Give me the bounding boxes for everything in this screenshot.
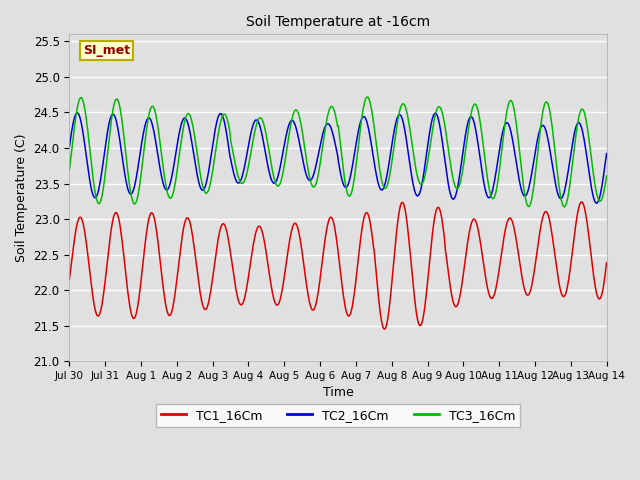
TC3_16Cm: [131, 201, 138, 207]
TC2_16Cm: [603, 151, 611, 156]
Title: Soil Temperature at -16cm: Soil Temperature at -16cm: [246, 15, 430, 29]
TC2_16Cm: [65, 144, 73, 150]
TC3_16Cm: [560, 204, 568, 210]
TC1_16Cm: [131, 315, 138, 321]
TC1_16Cm: [381, 326, 388, 332]
TC1_16Cm: [76, 215, 83, 221]
TC3_16Cm: [364, 94, 371, 100]
TC1_16Cm: [420, 312, 428, 318]
TC1_16Cm: [404, 227, 412, 232]
TC2_16Cm: [131, 180, 139, 186]
TC3_16Cm: [420, 178, 428, 184]
Line: TC2_16Cm: TC2_16Cm: [69, 113, 607, 203]
TC2_16Cm: [73, 110, 81, 116]
TC3_16Cm: [404, 114, 412, 120]
Line: TC1_16Cm: TC1_16Cm: [69, 202, 607, 329]
TC3_16Cm: [603, 173, 611, 179]
TC2_16Cm: [404, 147, 412, 153]
TC2_16Cm: [593, 200, 601, 206]
TC3_16Cm: [185, 111, 193, 117]
TC1_16Cm: [214, 241, 221, 247]
TC2_16Cm: [186, 128, 193, 134]
TC2_16Cm: [214, 114, 222, 120]
TC1_16Cm: [185, 216, 193, 222]
TC3_16Cm: [65, 167, 73, 172]
TC2_16Cm: [76, 114, 84, 120]
Text: SI_met: SI_met: [83, 44, 130, 57]
TC1_16Cm: [603, 260, 611, 265]
Line: TC3_16Cm: TC3_16Cm: [69, 97, 607, 207]
X-axis label: Time: Time: [323, 386, 353, 399]
TC2_16Cm: [420, 172, 428, 178]
TC1_16Cm: [578, 199, 586, 205]
TC3_16Cm: [76, 97, 83, 103]
TC1_16Cm: [65, 276, 73, 282]
TC3_16Cm: [214, 137, 221, 143]
Legend: TC1_16Cm, TC2_16Cm, TC3_16Cm: TC1_16Cm, TC2_16Cm, TC3_16Cm: [156, 404, 520, 427]
Y-axis label: Soil Temperature (C): Soil Temperature (C): [15, 133, 28, 262]
